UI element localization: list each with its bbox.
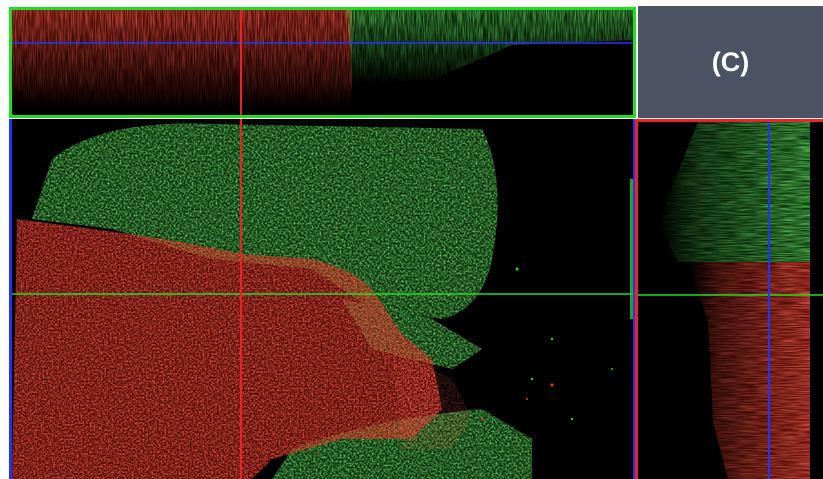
red-specks [480,383,554,421]
view-divider [633,119,638,479]
yz-projection-image [638,122,823,479]
xz-projection-image [12,10,633,115]
xy-main-view [9,119,636,479]
panel-label: (C) [711,46,750,77]
xy-main-image [12,119,636,479]
panel-label-box: (C) [638,6,823,118]
yz-projection-panel [638,119,823,479]
xz-projection-panel [9,7,636,118]
green-specks [515,267,613,421]
